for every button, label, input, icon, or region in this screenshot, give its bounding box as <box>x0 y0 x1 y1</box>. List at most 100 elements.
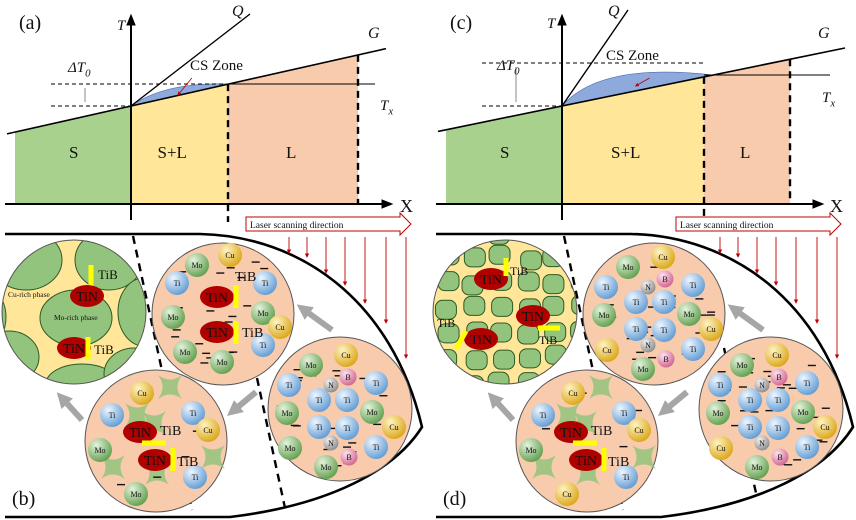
atom-label: Ti <box>633 298 641 307</box>
atom-mo: Mo <box>677 302 701 326</box>
atom-label: Cu <box>275 323 284 332</box>
atom-label: Mo <box>284 444 295 453</box>
atom-cu-sphere <box>709 436 733 460</box>
tin-particle <box>57 337 91 359</box>
atom-mo: Mo <box>745 455 769 479</box>
atom-cu: Cu <box>196 418 220 442</box>
atom-mo-sphere <box>519 438 543 462</box>
tin-label: TiN <box>470 333 492 348</box>
atom-n: N <box>323 435 339 451</box>
atom-label: Ti <box>260 341 268 350</box>
atom-label: Cu <box>562 490 571 499</box>
atom-ti: Ti <box>614 465 638 489</box>
tx-label: Tx <box>822 90 835 110</box>
atom-label: Ti <box>344 396 352 405</box>
x-axis-label: X <box>400 196 413 216</box>
atom-cu-sphere <box>218 243 242 267</box>
melt-pool-boundary <box>5 232 424 519</box>
atom-mo: Mo <box>360 400 384 424</box>
tib-label: TiB <box>98 267 118 282</box>
mo-rich-grain <box>410 223 431 242</box>
atom-ti: Ti <box>624 317 648 341</box>
atom-b-sphere <box>656 270 674 288</box>
atom-cu-sphere <box>382 415 406 439</box>
atom-ti-sphere <box>335 388 359 412</box>
atom-cu-sphere <box>765 343 789 367</box>
region-label-s-l: S+L <box>158 143 187 162</box>
atom-label: Cu <box>341 351 350 360</box>
atom-label: N <box>759 381 765 390</box>
atom-label: B <box>776 373 781 382</box>
panel-label: (d) <box>443 488 466 510</box>
tin-particle <box>474 268 508 290</box>
atom-mo: Mo <box>275 401 299 425</box>
line-q <box>130 13 251 107</box>
atom-cu-sphere <box>268 315 292 339</box>
atom-cu-sphere <box>595 338 619 362</box>
atom-label: Mo <box>130 490 141 499</box>
atom-ti: Ti <box>738 415 762 439</box>
tib-label: TiB <box>591 424 612 439</box>
atom-cu-sphere <box>555 482 579 506</box>
atom-ti-sphere <box>795 371 819 395</box>
atom-cu: Cu <box>268 315 292 339</box>
atom-label: Mo <box>712 409 723 418</box>
atom-n: N <box>640 337 656 353</box>
atom-label: Ti <box>804 379 812 388</box>
mo-rich-grain <box>410 246 431 265</box>
atom-label: N <box>759 439 765 448</box>
atom-ti-sphere <box>738 388 762 412</box>
atom-label: Mo <box>525 446 536 455</box>
panel-right: (c) T Q G ΔT0 CS Zone Tx X S S+L L Laser scanning d… <box>407 3 855 519</box>
atom-n-sphere <box>323 435 339 451</box>
q-label: Q <box>232 3 244 20</box>
atom-label: B <box>346 453 351 462</box>
atom-n: N <box>640 279 656 295</box>
atom-label: Ti <box>109 411 117 420</box>
g-label: G <box>818 25 830 42</box>
mo-rich-grain <box>493 349 516 370</box>
mo-rich-grain <box>437 245 460 266</box>
atom-mo: Mo <box>519 438 543 462</box>
atom-ti: Ti <box>251 333 275 357</box>
mo-rich-grain <box>407 322 428 341</box>
tin-particle <box>123 421 157 443</box>
atom-label: Cu <box>225 251 234 260</box>
atom-mo: Mo <box>88 438 112 462</box>
mo-rich-grain <box>517 324 540 345</box>
cu-rich-phase-label: Cu-rich phase <box>8 290 51 299</box>
atom-n-sphere <box>754 435 770 451</box>
tin-label: TiN <box>575 454 597 469</box>
tib-label: TiB <box>510 264 528 278</box>
atom-mo-sphere <box>88 438 112 462</box>
solid-nucleus-cross <box>125 403 149 427</box>
atom-mo: Mo <box>173 340 197 364</box>
atom-mo-sphere <box>251 301 275 325</box>
atom-ti: Ti <box>531 403 555 427</box>
atom-mo: Mo <box>124 482 148 506</box>
atom-ti-sphere <box>181 401 205 425</box>
solid-region <box>15 106 131 204</box>
atom-label: Cu <box>706 325 715 334</box>
atom-b: B <box>339 368 357 386</box>
mo-rich-grain <box>435 349 458 370</box>
atom-cu: Cu <box>699 317 723 341</box>
atom-label: Mo <box>598 311 609 320</box>
atom-mo: Mo <box>631 357 655 381</box>
atom-ti-sphere <box>307 415 331 439</box>
tx-label: Tx <box>380 98 393 118</box>
mo-rich-grain <box>518 240 541 242</box>
final-circle-outline <box>1 239 147 385</box>
atom-label: Mo <box>167 313 178 322</box>
atom-ti: Ti <box>307 415 331 439</box>
nucleation-circle: Cu Mo Ti Ti Mo Mo Cu Ti Mo Mo TiN TiB TiN TiB <box>151 242 295 386</box>
atom-mo-sphere <box>314 455 338 479</box>
atom-mo: Mo <box>730 353 754 377</box>
mo-rich-grain <box>434 240 457 241</box>
atom-ti-sphere <box>307 388 331 412</box>
mo-rich-grain <box>45 363 119 384</box>
atom-b-sphere <box>771 448 789 466</box>
atom-mo: Mo <box>161 305 185 329</box>
atom-label: Ti <box>775 424 783 433</box>
atom-mo-sphere <box>791 400 815 424</box>
